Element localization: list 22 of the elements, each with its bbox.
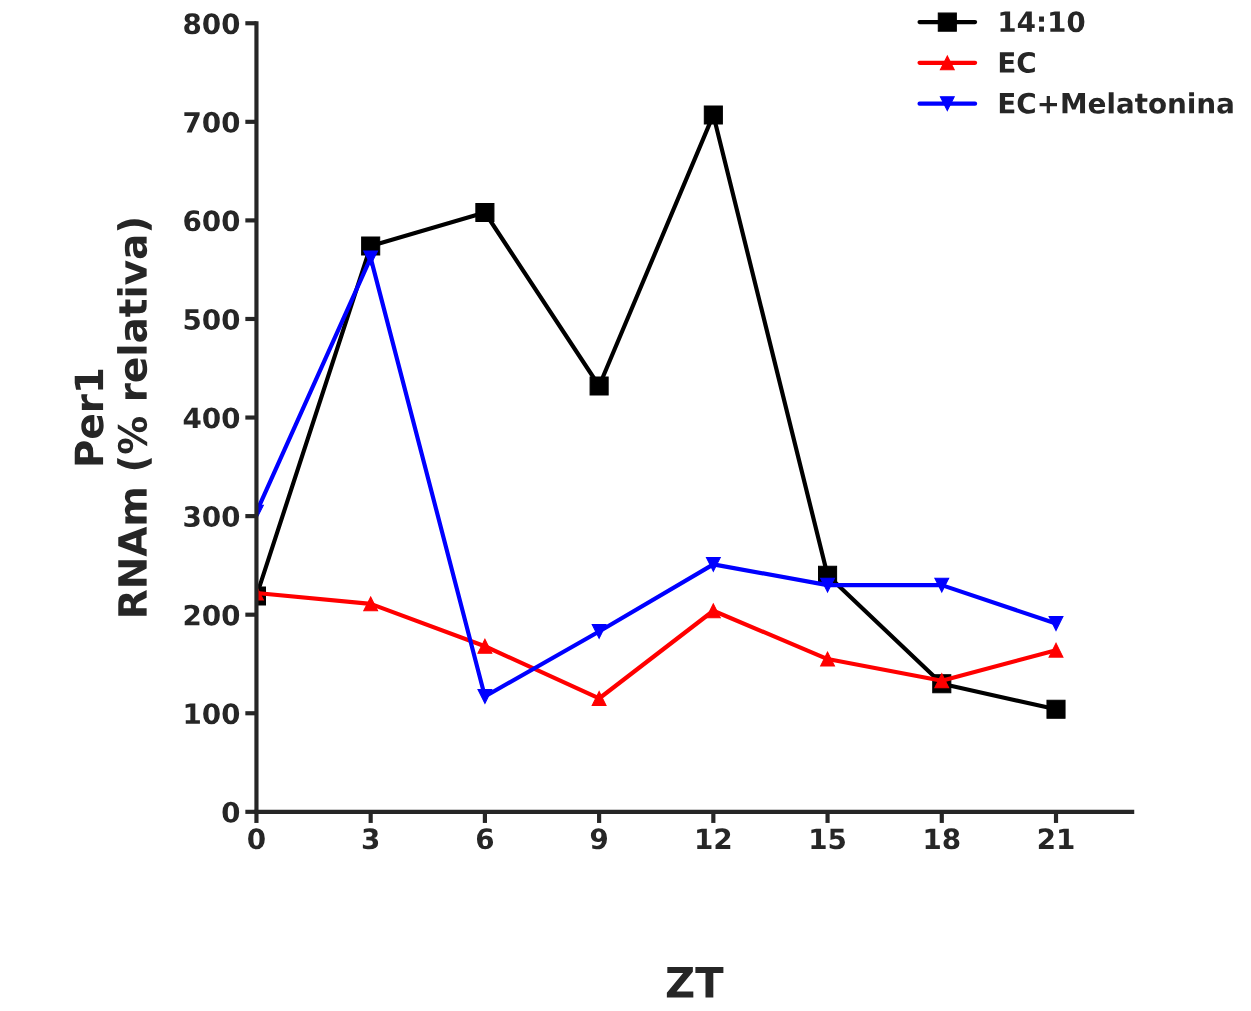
- x-axis-title: ZT: [666, 967, 724, 998]
- x-tick-label: 12: [697, 828, 731, 849]
- y-tick-label: 100: [185, 703, 240, 725]
- x-tick-label: 21: [1038, 828, 1074, 849]
- x-tick-label: 0: [248, 828, 265, 850]
- x-tick-label: 6: [476, 828, 494, 850]
- legend-label: 14:10: [1000, 11, 1085, 33]
- x-tick-label: 15: [811, 828, 845, 850]
- x-tick-label: 9: [590, 828, 608, 850]
- y-tick-label: 700: [184, 111, 240, 133]
- y-tick-label: 200: [184, 604, 240, 626]
- y-tick-label: 0: [222, 801, 240, 823]
- y-tick-label: 300: [184, 506, 240, 528]
- y-tick-label: 600: [184, 210, 240, 232]
- y-axis-title: Per1 RNAm (% relativa): [74, 219, 152, 616]
- legend-label: EC: [999, 51, 1035, 73]
- y-tick-label: 400: [183, 407, 240, 429]
- y-tick-label: 800: [184, 13, 240, 35]
- x-tick-label: 3: [362, 828, 379, 850]
- x-tick-label: 18: [925, 828, 960, 850]
- y-tick-label: 500: [184, 308, 240, 330]
- legend-label: EC+Melatonina: [999, 92, 1233, 114]
